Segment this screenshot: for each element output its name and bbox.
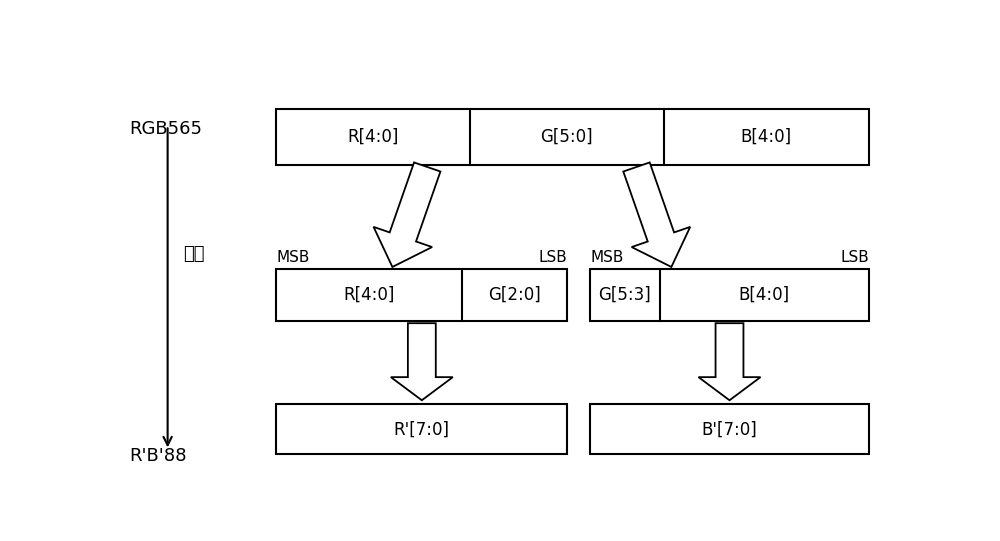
Text: LSB: LSB bbox=[538, 250, 567, 265]
Polygon shape bbox=[623, 162, 690, 267]
Polygon shape bbox=[698, 323, 761, 400]
Text: B'[7:0]: B'[7:0] bbox=[702, 420, 757, 438]
Text: R[4:0]: R[4:0] bbox=[343, 286, 395, 304]
Polygon shape bbox=[374, 162, 440, 267]
Text: G[5:3]: G[5:3] bbox=[598, 286, 651, 304]
Text: R[4:0]: R[4:0] bbox=[347, 128, 399, 146]
Text: B[4:0]: B[4:0] bbox=[739, 286, 790, 304]
Text: G[2:0]: G[2:0] bbox=[488, 286, 541, 304]
Text: R'B'88: R'B'88 bbox=[129, 447, 186, 465]
Bar bbox=[590, 269, 869, 321]
Text: 混编: 混编 bbox=[183, 246, 205, 263]
Bar bbox=[590, 405, 869, 454]
Text: LSB: LSB bbox=[840, 250, 869, 265]
Text: RGB565: RGB565 bbox=[129, 121, 202, 138]
Text: G[5:0]: G[5:0] bbox=[540, 128, 593, 146]
Bar bbox=[276, 109, 869, 165]
Text: B[4:0]: B[4:0] bbox=[741, 128, 792, 146]
Bar bbox=[276, 269, 567, 321]
Text: R'[7:0]: R'[7:0] bbox=[393, 420, 449, 438]
Polygon shape bbox=[391, 323, 453, 400]
Text: MSB: MSB bbox=[276, 250, 310, 265]
Text: MSB: MSB bbox=[590, 250, 623, 265]
Bar bbox=[276, 405, 567, 454]
